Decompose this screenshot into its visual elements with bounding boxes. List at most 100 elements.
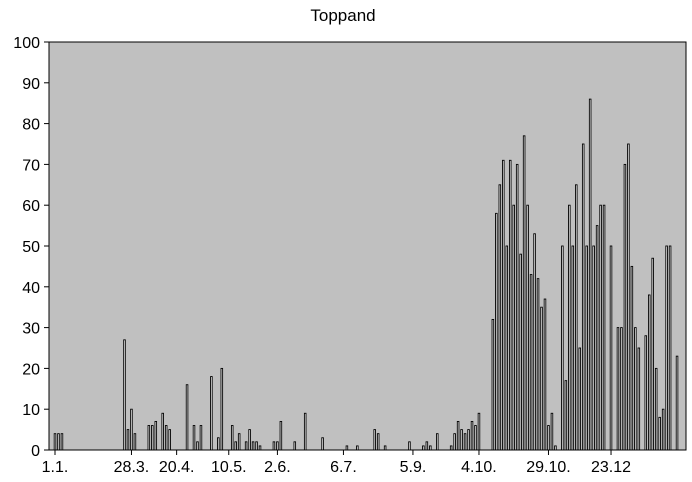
bar xyxy=(293,441,297,451)
bar xyxy=(620,327,623,451)
bar xyxy=(321,437,324,451)
bar xyxy=(460,429,463,451)
bar xyxy=(234,441,237,451)
bar xyxy=(571,245,575,451)
bar xyxy=(449,445,453,451)
bar xyxy=(675,355,679,451)
bar xyxy=(147,425,151,451)
bar xyxy=(665,245,668,451)
bar xyxy=(123,339,126,451)
bar xyxy=(616,327,620,451)
bar xyxy=(467,429,470,451)
bar xyxy=(53,433,57,451)
bar xyxy=(568,204,571,451)
bar xyxy=(644,335,648,451)
x-tick-label: 23.12 xyxy=(591,459,631,476)
bar xyxy=(276,441,279,451)
y-tick-label: 10 xyxy=(22,402,40,419)
bar xyxy=(237,433,241,451)
bar xyxy=(592,245,595,451)
x-tick-label: 29.10. xyxy=(526,459,570,476)
bar xyxy=(425,441,429,451)
bar xyxy=(251,441,255,451)
bar xyxy=(588,98,592,451)
y-tick-label: 70 xyxy=(22,157,40,174)
bar xyxy=(630,265,634,451)
bar xyxy=(654,367,658,451)
y-axis: 0 10 20 30 40 50 60 70 80 90 100 xyxy=(13,35,50,460)
bar xyxy=(164,425,168,451)
bar xyxy=(126,429,130,451)
bar xyxy=(258,445,262,451)
bar xyxy=(244,441,248,451)
x-axis: 1.1. 28.3. 20.4. 10.5. 2.6. 6.7. 5.9. 4.10. 29.1… xyxy=(42,450,631,476)
bar xyxy=(585,245,588,451)
bar xyxy=(470,420,474,451)
bar xyxy=(575,184,578,451)
y-tick-label: 30 xyxy=(22,321,40,338)
bar xyxy=(248,429,251,451)
bar xyxy=(522,135,526,451)
chart-title: Toppand xyxy=(310,6,375,25)
bar xyxy=(495,212,498,451)
bar xyxy=(634,327,637,451)
bar xyxy=(453,433,456,451)
bar xyxy=(456,420,460,451)
x-tick-label: 6.7. xyxy=(330,459,357,476)
bar xyxy=(474,425,477,451)
x-tick-label: 1.1. xyxy=(42,459,69,476)
bar xyxy=(279,420,283,451)
bar xyxy=(536,278,540,451)
bar xyxy=(529,274,533,451)
bar xyxy=(383,445,387,451)
bar xyxy=(561,245,564,451)
y-tick-label: 0 xyxy=(31,443,40,460)
bar xyxy=(550,412,554,451)
bar xyxy=(554,445,557,451)
bar xyxy=(168,429,171,451)
bar xyxy=(463,433,467,451)
bar xyxy=(356,445,359,451)
bar xyxy=(540,306,543,451)
bar xyxy=(436,433,439,451)
x-tick-label: 2.6. xyxy=(264,459,291,476)
bar xyxy=(498,184,502,451)
bar xyxy=(154,420,158,451)
y-tick-label: 40 xyxy=(22,280,40,297)
bars xyxy=(53,98,679,451)
bar xyxy=(230,425,234,451)
bar xyxy=(151,425,154,451)
bar xyxy=(220,367,224,451)
bar xyxy=(623,163,627,451)
bar xyxy=(130,408,133,451)
x-tick-label: 20.4. xyxy=(159,459,195,476)
y-tick-label: 90 xyxy=(22,76,40,93)
bar xyxy=(57,433,60,451)
bar xyxy=(543,298,547,451)
bar xyxy=(602,204,606,451)
bar xyxy=(651,257,654,451)
bar xyxy=(502,159,505,451)
bar xyxy=(648,294,651,451)
bar xyxy=(199,425,203,451)
bar xyxy=(60,433,64,451)
bar xyxy=(515,163,519,451)
bar xyxy=(599,204,602,451)
bar xyxy=(512,204,515,451)
x-tick-label: 28.3. xyxy=(114,459,150,476)
bar xyxy=(376,433,380,451)
bar xyxy=(185,384,189,451)
bar xyxy=(533,233,536,451)
bar xyxy=(303,412,307,451)
y-tick-label: 20 xyxy=(22,361,40,378)
y-tick-label: 80 xyxy=(22,117,40,134)
bar xyxy=(408,441,411,451)
x-tick-label: 4.10. xyxy=(461,459,497,476)
bar xyxy=(668,245,672,451)
bar xyxy=(217,437,220,451)
bar xyxy=(661,408,665,451)
y-tick-label: 100 xyxy=(13,35,40,52)
bar xyxy=(272,441,276,451)
bar xyxy=(422,445,425,451)
